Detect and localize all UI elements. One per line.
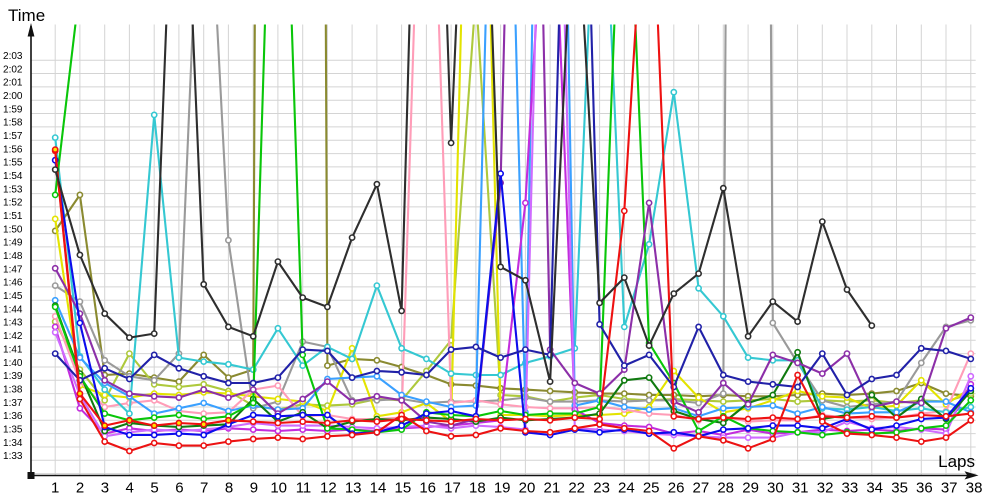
svg-text:19: 19 <box>494 480 511 497</box>
svg-text:1:49: 1:49 <box>3 238 23 249</box>
svg-text:7: 7 <box>200 480 208 497</box>
svg-text:2:01: 2:01 <box>3 78 23 89</box>
svg-text:1:45: 1:45 <box>3 291 23 302</box>
svg-text:9: 9 <box>250 480 258 497</box>
svg-text:1:39: 1:39 <box>3 371 23 382</box>
svg-text:6: 6 <box>175 480 183 497</box>
svg-text:1:43: 1:43 <box>3 318 23 329</box>
svg-text:28: 28 <box>717 480 734 497</box>
svg-text:22: 22 <box>568 480 585 497</box>
svg-text:Laps: Laps <box>938 452 975 471</box>
svg-text:1:48: 1:48 <box>3 251 23 262</box>
svg-text:5: 5 <box>150 480 158 497</box>
svg-text:1:50: 1:50 <box>3 224 23 235</box>
svg-text:12: 12 <box>320 480 337 497</box>
svg-text:4: 4 <box>126 480 134 497</box>
svg-text:1:59: 1:59 <box>3 104 23 115</box>
svg-text:18: 18 <box>469 480 486 497</box>
svg-text:30: 30 <box>767 480 784 497</box>
svg-text:1:35: 1:35 <box>3 424 23 435</box>
svg-text:15: 15 <box>395 480 412 497</box>
svg-text:1:47: 1:47 <box>3 264 23 275</box>
svg-text:32: 32 <box>817 480 834 497</box>
svg-text:16: 16 <box>419 480 436 497</box>
svg-text:23: 23 <box>593 480 610 497</box>
svg-text:Time: Time <box>8 6 45 25</box>
svg-text:1:41: 1:41 <box>3 344 23 355</box>
svg-text:1:56: 1:56 <box>3 144 23 155</box>
svg-text:1:42: 1:42 <box>3 331 23 342</box>
svg-text:1:38: 1:38 <box>3 384 23 395</box>
svg-text:17: 17 <box>444 480 461 497</box>
svg-text:33: 33 <box>842 480 859 497</box>
svg-text:37: 37 <box>941 480 958 497</box>
svg-text:27: 27 <box>693 480 710 497</box>
svg-text:10: 10 <box>270 480 287 497</box>
svg-text:1:33: 1:33 <box>3 451 23 462</box>
svg-text:36: 36 <box>916 480 933 497</box>
svg-text:25: 25 <box>643 480 660 497</box>
svg-text:26: 26 <box>668 480 685 497</box>
svg-text:1:44: 1:44 <box>3 304 23 315</box>
svg-text:1:51: 1:51 <box>3 211 23 222</box>
svg-text:38: 38 <box>966 480 983 497</box>
svg-text:8: 8 <box>225 480 233 497</box>
svg-text:1:52: 1:52 <box>3 198 23 209</box>
svg-text:31: 31 <box>792 480 809 497</box>
svg-text:34: 34 <box>866 480 883 497</box>
svg-text:20: 20 <box>519 480 536 497</box>
svg-text:2:00: 2:00 <box>3 91 23 102</box>
svg-text:1:36: 1:36 <box>3 411 23 422</box>
svg-text:1:55: 1:55 <box>3 158 23 169</box>
svg-text:2:03: 2:03 <box>3 51 23 62</box>
svg-text:2:02: 2:02 <box>3 64 23 75</box>
svg-text:1: 1 <box>51 480 59 497</box>
svg-text:1:46: 1:46 <box>3 278 23 289</box>
svg-text:1:34: 1:34 <box>3 438 23 449</box>
svg-text:35: 35 <box>891 480 908 497</box>
svg-text:1:37: 1:37 <box>3 398 23 409</box>
svg-text:2: 2 <box>76 480 84 497</box>
svg-text:21: 21 <box>544 480 561 497</box>
svg-text:1:53: 1:53 <box>3 184 23 195</box>
svg-text:13: 13 <box>345 480 362 497</box>
svg-text:11: 11 <box>296 480 312 497</box>
svg-text:1:57: 1:57 <box>3 131 23 142</box>
svg-text:1:58: 1:58 <box>3 118 23 129</box>
svg-text:1:40: 1:40 <box>3 358 23 369</box>
svg-text:29: 29 <box>742 480 759 497</box>
svg-text:24: 24 <box>618 480 635 497</box>
svg-text:1:54: 1:54 <box>3 171 23 182</box>
svg-text:3: 3 <box>101 480 109 497</box>
svg-text:14: 14 <box>370 480 387 497</box>
